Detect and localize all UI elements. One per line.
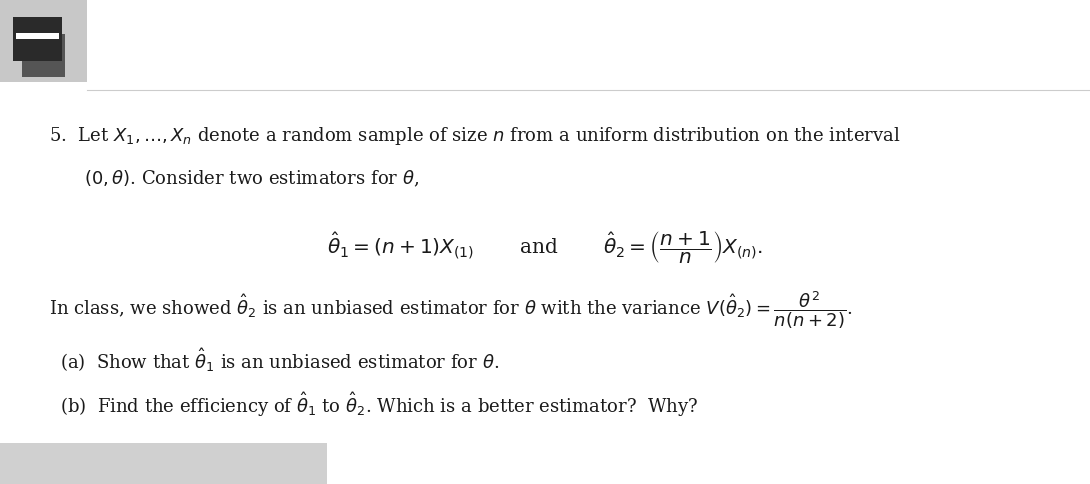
Text: 5.  Let $X_1,\ldots,X_n$ denote a random sample of size $n$ from a uniform distr: 5. Let $X_1,\ldots,X_n$ denote a random … <box>49 124 900 147</box>
Bar <box>0 82 87 484</box>
Text: In class, we showed $\hat{\theta}_2$ is an unbiased estimator for $\theta$ with : In class, we showed $\hat{\theta}_2$ is … <box>49 289 852 331</box>
Text: (a)  Show that $\hat{\theta}_1$ is an unbiased estimator for $\theta$.: (a) Show that $\hat{\theta}_1$ is an unb… <box>60 347 499 375</box>
Text: $(0, \theta)$. Consider two estimators for $\theta$,: $(0, \theta)$. Consider two estimators f… <box>84 169 420 189</box>
Bar <box>0 0 87 82</box>
Bar <box>0 443 327 484</box>
Text: (b)  Find the efficiency of $\hat{\theta}_1$ to $\hat{\theta}_2$. Which is a bet: (b) Find the efficiency of $\hat{\theta}… <box>60 390 698 419</box>
Bar <box>16 33 59 39</box>
Text: $\hat{\theta}_1 = (n+1)X_{(1)}$$\quad\quad$ and $\quad\quad$$\hat{\theta}_2 = \l: $\hat{\theta}_1 = (n+1)X_{(1)}$$\quad\qu… <box>327 229 763 265</box>
Bar <box>22 34 65 77</box>
Bar <box>13 17 62 60</box>
